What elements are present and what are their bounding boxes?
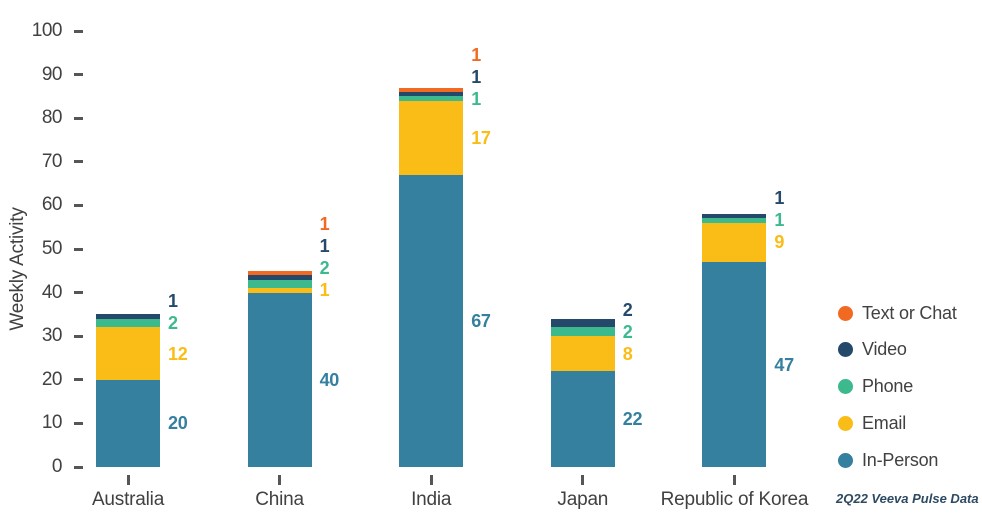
bar-segment — [399, 174, 464, 467]
x-tick-mark — [278, 475, 282, 485]
value-label: 20 — [168, 413, 188, 434]
y-tick-label: 20 — [41, 368, 63, 390]
value-label: 22 — [622, 409, 643, 430]
bar-segment — [702, 222, 767, 263]
bar-segment — [702, 262, 767, 467]
y-tick-label: 70 — [41, 150, 63, 172]
bar-segment — [550, 336, 615, 372]
x-axis-label: India — [411, 489, 452, 510]
legend-dot-icon — [838, 452, 853, 468]
bar-segment — [550, 371, 615, 467]
bar-segment — [399, 87, 464, 93]
value-label: 1 — [319, 236, 330, 257]
y-tick-label: 10 — [41, 412, 63, 434]
y-tick-mark — [74, 29, 83, 33]
legend-label: In-Person — [862, 449, 939, 470]
y-tick-mark — [74, 421, 83, 425]
legend-label: Phone — [862, 376, 914, 396]
value-label: 2 — [622, 299, 633, 320]
value-label: 8 — [622, 343, 633, 364]
value-label: 1 — [319, 280, 330, 301]
y-tick-mark — [74, 203, 83, 207]
bar-segment — [399, 100, 464, 175]
y-tick-label: 50 — [41, 238, 63, 259]
y-tick-mark — [74, 247, 83, 251]
legend-label: Video — [862, 339, 907, 360]
value-label: 2 — [168, 313, 178, 334]
x-tick-mark — [429, 475, 433, 485]
bar-segment — [96, 318, 160, 328]
footnote: 2Q22 Veeva Pulse Data — [836, 491, 979, 506]
value-label: 1 — [168, 291, 178, 312]
x-axis-label: Australia — [91, 489, 165, 510]
x-tick-mark — [126, 475, 130, 485]
y-tick-mark — [74, 334, 83, 338]
legend-item: Phone — [838, 376, 914, 396]
legend-dot-icon — [838, 305, 853, 321]
y-tick-label: 0 — [51, 456, 63, 477]
legend-dot-icon — [838, 342, 853, 358]
y-tick-label: 30 — [41, 325, 63, 347]
y-tick-mark — [74, 160, 83, 164]
value-label: 2 — [622, 321, 633, 342]
value-label: 2 — [319, 258, 330, 279]
y-tick-label: 100 — [31, 20, 63, 41]
y-axis-title: Weekly Activity — [7, 207, 28, 331]
bar-segment — [247, 270, 312, 276]
legend-item: Video — [838, 339, 907, 360]
bar-segment — [247, 275, 312, 280]
bar-segment — [399, 92, 464, 97]
y-tick-mark — [74, 465, 83, 469]
bar-segment — [550, 318, 615, 328]
y-tick-label: 60 — [41, 194, 63, 216]
y-tick-mark — [74, 116, 83, 120]
bar-segment — [96, 314, 160, 319]
value-label: 17 — [471, 127, 491, 148]
value-label: 47 — [774, 354, 794, 375]
y-tick-label: 90 — [41, 63, 63, 85]
bar-segment — [96, 327, 160, 380]
x-axis-label: Japan — [557, 489, 609, 510]
bar-segment — [702, 218, 767, 223]
y-tick-label: 40 — [41, 281, 63, 303]
legend-label: Email — [862, 412, 907, 433]
value-label: 1 — [774, 188, 785, 209]
y-tick-mark — [74, 291, 83, 295]
x-axis-label: China — [255, 489, 304, 510]
y-tick-mark — [74, 378, 83, 382]
legend-item: In-Person — [838, 449, 939, 470]
bar-segment — [96, 379, 160, 467]
bar-segment — [247, 288, 312, 293]
value-label: 40 — [319, 369, 340, 390]
bar-segment — [247, 279, 312, 289]
value-label: 1 — [471, 88, 481, 109]
legend-item: Email — [838, 412, 907, 433]
x-axis-label: Republic of Korea — [660, 489, 809, 510]
y-tick-label: 80 — [41, 107, 63, 129]
value-label: 1 — [319, 214, 330, 235]
bar-segment — [702, 214, 767, 219]
value-label: 1 — [471, 44, 481, 65]
value-label: 9 — [774, 232, 785, 253]
value-label: 1 — [774, 210, 785, 231]
y-tick-mark — [74, 73, 83, 77]
x-tick-mark — [732, 475, 736, 485]
legend-label: Text or Chat — [862, 302, 957, 323]
legend-dot-icon — [838, 379, 853, 394]
value-label: 67 — [471, 310, 491, 331]
value-label: 1 — [471, 66, 481, 87]
value-label: 12 — [168, 343, 188, 364]
bar-segment — [247, 292, 312, 467]
legend-dot-icon — [838, 415, 853, 431]
legend-item: Text or Chat — [838, 302, 957, 323]
bar-segment — [399, 96, 464, 101]
bar-segment — [550, 327, 615, 337]
x-tick-mark — [581, 475, 585, 485]
